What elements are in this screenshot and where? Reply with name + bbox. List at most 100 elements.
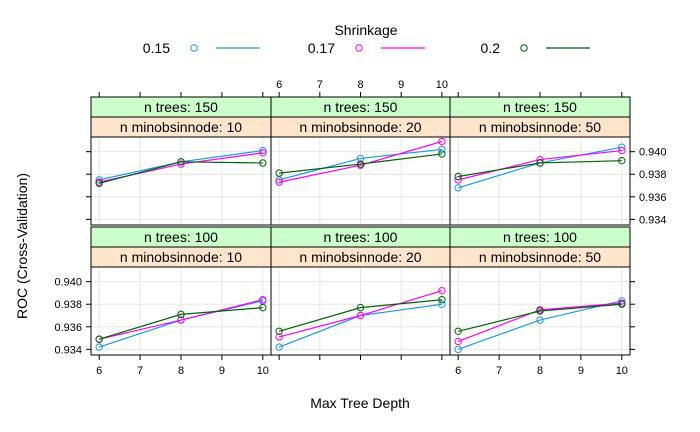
data-point [275,169,283,177]
data-point [95,343,103,351]
data-point [95,335,103,343]
x-tick-label: 8 [357,79,363,91]
x-axis-title: Max Tree Depth [310,395,410,411]
x-tick-label: 10 [257,365,269,377]
series-line-0.15 [278,148,442,181]
y-tick-label: 0.936 [639,192,667,204]
data-point [356,160,365,168]
series-line-0.2 [278,299,442,332]
data-point [618,146,626,155]
strip-top-label: n trees: 100 [324,229,398,245]
strip-top-label: n trees: 150 [144,99,218,115]
x-tick-label: 6 [276,79,282,91]
x-tick-label: 6 [96,365,102,377]
x-tick-label: 7 [496,365,502,377]
y-tick-label: 0.934 [639,214,667,226]
series-line-0.2 [99,307,263,340]
x-tick-label: 10 [616,365,628,377]
y-tick-label: 0.934 [54,344,82,356]
data-point [259,146,267,155]
data-point [454,172,462,181]
strip-top-label: n trees: 100 [503,229,577,245]
legend: Shrinkage 0.15 0.17 0.2 [143,22,590,56]
data-point [356,303,365,312]
data-point [618,143,626,151]
x-tick-label: 9 [219,365,225,377]
data-point [536,159,544,167]
x-tick-label: 8 [178,365,184,377]
x-tick-label: 7 [137,365,143,377]
axes: 6 7 8 9 10 6 7 8 9 10 6 7 8 9 10 0.934 0.936 0.938 0.940 0.… [54,79,666,377]
data-point [454,337,462,346]
strip-bottom-label: n minobsinnode: 20 [299,249,421,265]
panel-border [449,136,631,226]
legend-entry-label: 0.17 [308,40,335,56]
series-line-0.2 [279,153,442,174]
series-line-0.17 [279,140,443,183]
panel: n trees: 150 n minobsinnode: 20 [270,96,451,226]
strip-bottom-label: n minobsinnode: 50 [479,119,601,135]
data-point [95,179,103,187]
data-point [259,296,267,304]
data-point [275,333,283,341]
x-tick-label: 6 [455,365,461,377]
legend-marker [520,44,528,52]
strip-top-label: n trees: 150 [503,99,577,115]
data-point [438,300,446,308]
data-point [454,184,462,192]
legend-entry: 0.17 [308,40,425,56]
panel: n trees: 100 n minobsinnode: 50 [449,226,631,356]
y-axis-title: ROC (Cross-Validation) [14,173,30,319]
data-point [275,178,283,186]
data-point [275,327,283,336]
y-tick-label: 0.940 [639,147,667,159]
data-point [618,300,626,308]
y-tick-label: 0.938 [639,169,667,181]
x-tick-label: 7 [317,79,323,91]
legend-marker [355,44,363,52]
data-point [618,156,626,165]
data-point [177,158,185,166]
legend-title: Shrinkage [334,22,397,38]
x-tick-label: 8 [537,365,543,377]
panel: n trees: 150 n minobsinnode: 50 [449,96,631,226]
panel: n trees: 150 n minobsinnode: 10 [90,96,272,226]
data-point [259,303,267,312]
strip-bottom-label: n minobsinnode: 10 [120,249,242,265]
legend-entry: 0.15 [143,40,260,56]
data-point [454,176,462,184]
series-line-0.17 [278,290,443,338]
data-point [536,307,544,315]
legend-entry-label: 0.2 [481,40,501,56]
strip-bottom-label: n minobsinnode: 20 [299,119,421,135]
x-tick-label: 10 [436,79,448,91]
series-line-0.15 [457,300,622,350]
data-point [177,316,185,324]
series-line-0.2 [458,160,622,178]
data-point [438,296,446,304]
data-point [438,137,446,146]
data-point [438,145,446,154]
x-tick-label: 9 [578,365,584,377]
strip-top-label: n trees: 100 [144,229,218,245]
x-tick-label: 9 [398,79,404,91]
data-point [454,345,462,354]
series-line-0.17 [457,302,622,343]
data-point [454,327,462,336]
data-point [536,316,544,324]
data-point [177,160,185,168]
data-point [356,311,365,320]
y-tick-label: 0.940 [54,277,82,289]
data-point [259,159,267,167]
y-tick-label: 0.936 [54,322,82,334]
legend-entry: 0.2 [481,40,590,56]
series-line-0.2 [99,161,263,184]
panel: n trees: 100 n minobsinnode: 10 [90,226,272,356]
strip-top-label: n trees: 150 [324,99,398,115]
panel: n trees: 100 n minobsinnode: 20 [270,226,451,356]
legend-marker [190,44,198,52]
series-line-0.2 [458,303,622,332]
data-point [177,310,185,319]
